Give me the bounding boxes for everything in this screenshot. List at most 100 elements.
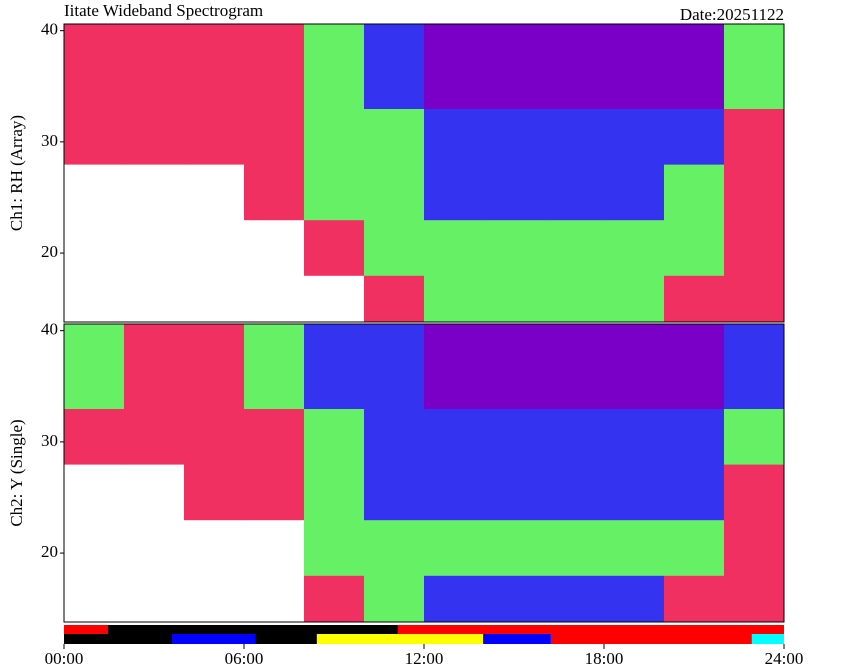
heat-cell — [364, 519, 425, 576]
heat-cell — [604, 464, 665, 521]
heat-cell — [424, 464, 485, 521]
heat-cell — [604, 408, 665, 465]
heat-cell — [244, 219, 305, 276]
heat-cell — [484, 324, 545, 410]
heat-cell — [124, 324, 185, 410]
heat-cell — [424, 108, 485, 165]
y-axis-label: Ch2: Y (Single) — [7, 419, 26, 526]
heat-cell — [364, 275, 425, 323]
status-segment — [64, 625, 109, 634]
heat-cell — [604, 164, 665, 221]
heat-cell — [484, 519, 545, 576]
heat-cell — [364, 108, 425, 165]
chart-title: Iitate Wideband Spectrogram — [64, 1, 263, 20]
status-segment — [255, 634, 317, 644]
y-tick-label: 30 — [41, 431, 58, 450]
status-segment — [751, 634, 784, 644]
heat-cell — [724, 519, 785, 576]
heat-cell — [124, 464, 185, 521]
heat-cell — [364, 575, 425, 623]
heat-cell — [244, 464, 305, 521]
heat-cell — [544, 24, 605, 110]
heat-cell — [724, 24, 785, 110]
heat-cell — [424, 164, 485, 221]
heat-cell — [124, 219, 185, 276]
plot-frame — [63, 23, 785, 323]
heat-cell — [184, 108, 245, 165]
heat-cell — [484, 164, 545, 221]
heat-cell — [184, 575, 245, 623]
heat-cell — [364, 219, 425, 276]
heat-cell — [304, 519, 365, 576]
y-tick-label: 30 — [41, 131, 58, 150]
heat-cell — [64, 275, 125, 323]
heat-cell — [64, 464, 125, 521]
heat-cell — [604, 24, 665, 110]
heat-cell — [604, 275, 665, 323]
heat-cell — [124, 164, 185, 221]
heat-cell — [304, 275, 365, 323]
heat-cell — [424, 519, 485, 576]
heat-cell — [544, 324, 605, 410]
heat-cell — [604, 108, 665, 165]
heat-cell — [724, 164, 785, 221]
heat-cell — [664, 24, 725, 110]
status-segment — [316, 634, 484, 644]
heat-cell — [484, 408, 545, 465]
heat-cell — [304, 219, 365, 276]
heat-cell — [184, 324, 245, 410]
x-tick-label: 24:00 — [765, 649, 804, 668]
heat-cell — [724, 464, 785, 521]
x-tick-label: 18:00 — [585, 649, 624, 668]
heat-cell — [724, 408, 785, 465]
heat-cell — [64, 24, 125, 110]
status-segment — [108, 625, 398, 634]
heat-cell — [664, 408, 725, 465]
x-tick-label: 06:00 — [225, 649, 264, 668]
heat-cell — [664, 108, 725, 165]
heat-cell — [544, 164, 605, 221]
heat-cell — [124, 575, 185, 623]
heat-cell — [724, 219, 785, 276]
heat-cell — [64, 164, 125, 221]
heat-cell — [544, 519, 605, 576]
heat-cell — [184, 24, 245, 110]
status-segment — [64, 634, 172, 644]
heat-cell — [424, 24, 485, 110]
heat-cell — [724, 324, 785, 410]
heat-cell — [364, 24, 425, 110]
heat-cell — [484, 575, 545, 623]
y-tick-label: 20 — [41, 242, 58, 261]
heat-cell — [124, 275, 185, 323]
heat-cell — [484, 24, 545, 110]
heat-cell — [604, 324, 665, 410]
y-tick-label: 20 — [41, 542, 58, 561]
heat-cell — [664, 519, 725, 576]
heat-cell — [244, 575, 305, 623]
heat-cell — [304, 464, 365, 521]
heat-cell — [364, 464, 425, 521]
heat-cell — [184, 219, 245, 276]
heat-cell — [664, 164, 725, 221]
heat-cell — [304, 408, 365, 465]
heat-cell — [544, 108, 605, 165]
heat-cell — [544, 464, 605, 521]
heat-cell — [364, 164, 425, 221]
heat-cell — [424, 324, 485, 410]
heat-cell — [244, 108, 305, 165]
heat-cell — [244, 164, 305, 221]
status-segment — [483, 634, 551, 644]
status-segment — [397, 625, 784, 634]
heat-cell — [544, 219, 605, 276]
heat-cell — [424, 575, 485, 623]
heat-cell — [424, 219, 485, 276]
status-segment — [172, 634, 256, 644]
y-tick-label: 40 — [41, 320, 58, 339]
heat-cell — [724, 575, 785, 623]
heat-cell — [604, 575, 665, 623]
heat-cell — [64, 324, 125, 410]
heat-cell — [724, 275, 785, 323]
heat-cell — [304, 324, 365, 410]
heat-cell — [664, 324, 725, 410]
